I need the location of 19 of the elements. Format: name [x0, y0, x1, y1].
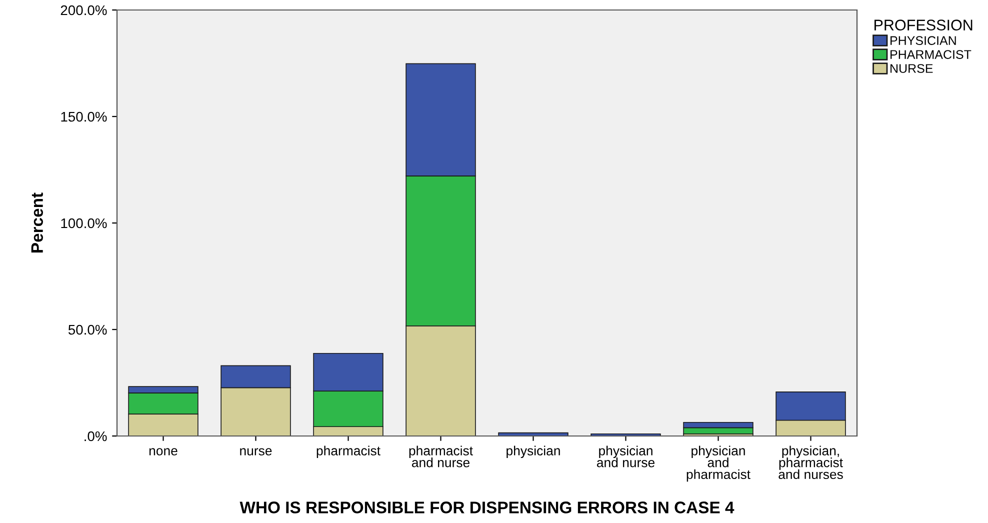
x-tick-label: pharmacist	[316, 446, 380, 458]
y-tick-label: 100.0%	[61, 218, 107, 228]
x-axis-title: WHO IS RESPONSIBLE FOR DISPENSING ERRORS IN CASE 4	[240, 502, 734, 514]
y-tick-label: .0%	[84, 431, 107, 442]
y-axis-title: Percent	[31, 192, 43, 252]
x-tick-label: physician and nurse	[596, 446, 655, 468]
y-tick-label: 150.0%	[61, 112, 107, 122]
legend-label: NURSE	[890, 64, 933, 73]
legend-label: PHARMACIST	[890, 50, 972, 59]
x-tick-label: none	[149, 448, 178, 456]
legend-label: PHYSICIAN	[890, 36, 956, 45]
x-tick-label: physician and pharmacist	[686, 446, 750, 482]
x-tick-label: physician, pharmacist and nurses	[778, 446, 843, 480]
legend-title: PROFESSION	[874, 20, 972, 30]
x-tick-label: nurse	[240, 448, 272, 456]
x-tick-label: pharmacist and nurse	[409, 446, 473, 468]
y-tick-label: 50.0%	[68, 324, 107, 335]
y-tick-label: 200.0%	[60, 5, 107, 16]
x-tick-label: physician	[506, 446, 560, 458]
